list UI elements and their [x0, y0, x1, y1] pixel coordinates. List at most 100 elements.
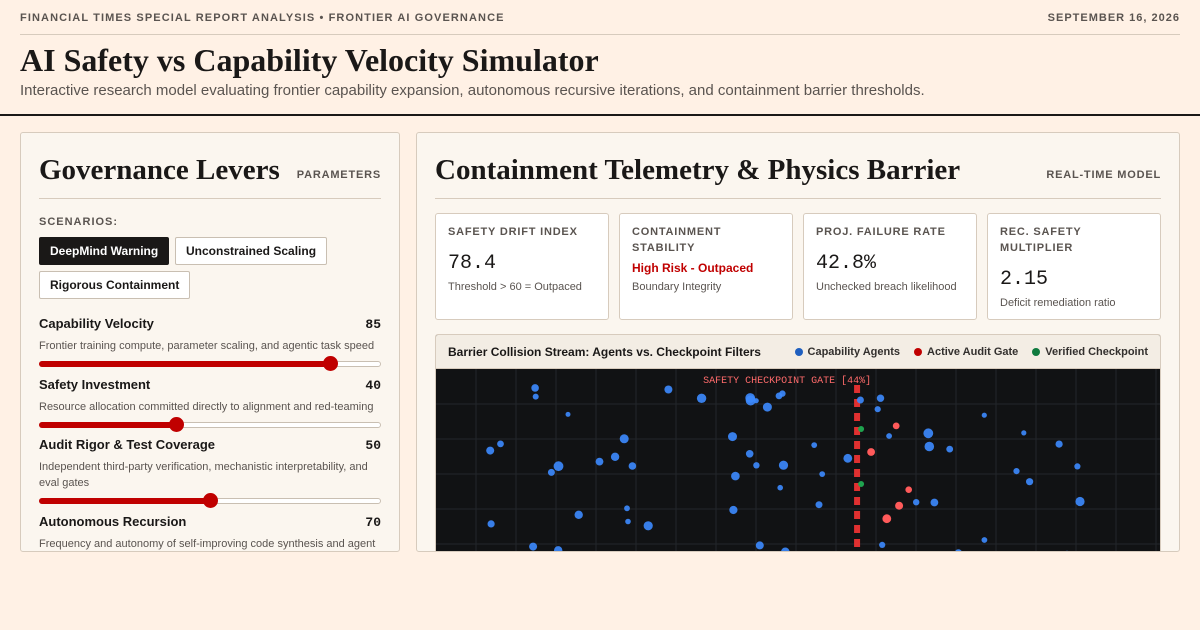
- slider-fill: [39, 361, 330, 367]
- capability-agent-particle: [664, 385, 673, 394]
- capability-velocity-slider[interactable]: [39, 356, 381, 371]
- lever-value: 70: [365, 515, 381, 530]
- capability-agent-particle: [762, 402, 772, 412]
- capability-agent-particle: [886, 433, 892, 439]
- metric-note: Unchecked breach likelihood: [816, 281, 957, 293]
- scenario-deepmind-warning-button[interactable]: DeepMind Warning: [39, 237, 170, 265]
- verified-checkpoint-particle: [858, 426, 865, 432]
- legend-label: Active Audit Gate: [927, 345, 1019, 358]
- metric-label: PROJ. FAILURE RATE: [816, 226, 946, 238]
- capability-agent-particle: [1013, 468, 1020, 475]
- legend-dot-icon: [794, 347, 803, 356]
- breach-particle: [882, 514, 892, 524]
- containment-telemetry-panel: Containment Telemetry & Physics Barrier …: [416, 132, 1180, 552]
- capability-agent-particle: [696, 393, 707, 403]
- telemetry-panel-header: Containment Telemetry & Physics Barrier …: [435, 153, 1161, 199]
- grid-lines: [436, 369, 1160, 551]
- scenario-unconstrained-scaling-button[interactable]: Unconstrained Scaling: [175, 237, 328, 265]
- lever-description: Independent third-party verification, me…: [39, 461, 368, 489]
- legend-label: Verified Checkpoint: [1045, 345, 1148, 358]
- capability-agent-particle: [930, 498, 939, 507]
- slider-handle[interactable]: [203, 493, 218, 508]
- capability-agent-particle: [1065, 550, 1069, 551]
- governance-levers-panel: Governance Levers PARAMETERS SCENARIOS: …: [20, 132, 400, 552]
- breach-particle: [892, 422, 900, 430]
- capability-agent-particle: [777, 484, 783, 491]
- metric-card-failure-rate: PROJ. FAILURE RATE 42.8% Unchecked breac…: [803, 213, 977, 320]
- stream-legend: Capability Agents Active Audit Gate Veri…: [794, 345, 1148, 358]
- lever-name: Audit Rigor & Test Coverage: [39, 437, 216, 452]
- scenario-rigorous-containment-button[interactable]: Rigorous Containment: [39, 271, 191, 299]
- metric-status: High Risk - Outpaced: [632, 261, 754, 275]
- capability-agent-particle: [487, 520, 495, 528]
- barrier-collision-stream: Barrier Collision Stream: Agents vs. Che…: [435, 334, 1161, 551]
- breach-particle: [905, 486, 912, 493]
- capability-agent-particle: [624, 505, 630, 512]
- levers-panel-tag: PARAMETERS: [296, 169, 381, 181]
- levers-panel-header: Governance Levers PARAMETERS: [39, 153, 381, 199]
- capability-agent-particle: [529, 542, 538, 551]
- capability-agent-particle: [1055, 440, 1063, 448]
- safety-investment-slider[interactable]: [39, 417, 381, 432]
- capability-agent-particle: [874, 406, 881, 413]
- lever-value: 85: [365, 317, 381, 332]
- capability-agent-particle: [924, 441, 935, 452]
- capability-agent-particle: [981, 537, 988, 543]
- breach-particle: [867, 448, 875, 456]
- lever-name: Safety Investment: [39, 377, 151, 392]
- capability-agent-particle: [946, 445, 954, 453]
- lever-value: 40: [365, 378, 381, 393]
- capability-agent-particle: [745, 393, 756, 403]
- capability-agent-particle: [731, 471, 740, 481]
- capability-agent-particle: [547, 468, 555, 476]
- legend-dot-icon: [1032, 347, 1041, 356]
- legend-label: Capability Agents: [807, 345, 901, 358]
- capability-agent-particle: [923, 428, 934, 439]
- legend-dot-icon: [914, 347, 923, 356]
- capability-agent-particle: [955, 549, 962, 551]
- legend-active-audit-gate: Active Audit Gate: [914, 346, 1018, 358]
- agent-particles: [486, 384, 1085, 551]
- capability-agent-particle: [486, 446, 495, 455]
- slider-handle[interactable]: [168, 417, 184, 432]
- capability-agent-particle: [1026, 478, 1034, 486]
- slider-handle[interactable]: [322, 356, 338, 371]
- capability-agent-particle: [1021, 430, 1027, 436]
- header-divider: [0, 114, 1200, 116]
- capability-agent-particle: [574, 510, 583, 519]
- capability-agent-particle: [643, 521, 653, 531]
- capability-agent-particle: [531, 384, 539, 392]
- capability-agent-particle: [532, 393, 539, 400]
- capability-agent-particle: [497, 440, 504, 448]
- lever-value: 50: [365, 438, 381, 453]
- lever-safety-investment: Safety Investment 40 Resource allocation…: [39, 377, 381, 432]
- capability-agent-particle: [819, 471, 826, 477]
- capability-agent-particle: [595, 457, 604, 466]
- capability-agent-particle: [628, 462, 637, 470]
- legend-capability-agents: Capability Agents: [794, 345, 901, 358]
- capability-agent-particle: [913, 499, 920, 506]
- lever-autonomous-recursion: Autonomous Recursion 70 Frequency and au…: [39, 514, 381, 551]
- metric-label: SAFETY DRIFT INDEX: [448, 226, 578, 238]
- metric-note: Deficit remediation ratio: [1000, 297, 1116, 309]
- capability-agent-particle: [1074, 463, 1081, 470]
- metric-value: 78.4: [448, 252, 497, 275]
- capability-agent-particle: [876, 394, 885, 402]
- lever-description: Resource allocation committed directly t…: [39, 401, 374, 413]
- page-title: AI Safety vs Capability Velocity Simulat…: [20, 42, 599, 78]
- capability-agent-particle: [781, 547, 790, 551]
- lever-audit-rigor: Audit Rigor & Test Coverage 50 Independe…: [39, 437, 381, 508]
- metric-note: Threshold > 60 = Outpaced: [448, 281, 582, 293]
- capability-agent-particle: [553, 461, 564, 472]
- collision-stream-canvas: SAFETY CHECKPOINT GATE [44%]: [436, 369, 1160, 551]
- lever-capability-velocity: Capability Velocity 85 Frontier training…: [39, 316, 381, 371]
- capability-agent-particle: [745, 450, 754, 458]
- lever-description: Frontier training compute, parameter sca…: [39, 340, 375, 352]
- stream-header: Barrier Collision Stream: Agents vs. Che…: [436, 335, 1160, 369]
- slider-fill: [39, 498, 210, 504]
- breach-particle: [895, 501, 904, 510]
- audit-rigor-slider[interactable]: [39, 493, 381, 508]
- capability-agent-particle: [728, 432, 737, 442]
- capability-agent-particle: [856, 396, 864, 404]
- capability-agent-particle: [753, 462, 760, 469]
